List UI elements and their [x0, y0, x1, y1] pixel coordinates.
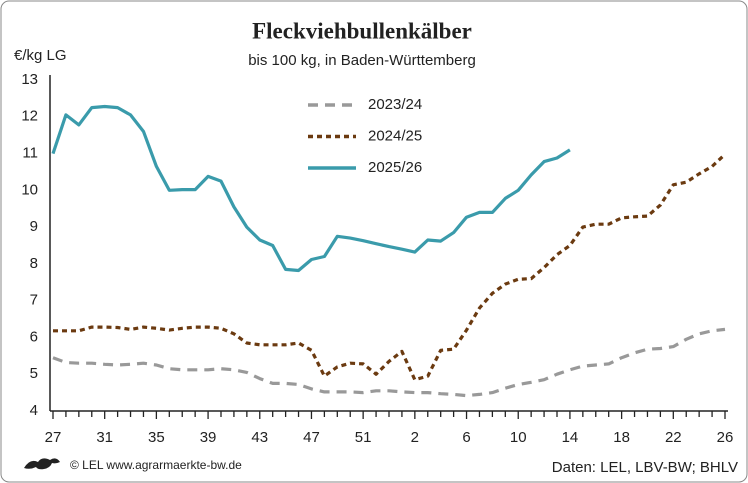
chart-subtitle: bis 100 kg, in Baden-Württemberg [248, 52, 476, 69]
y-tick-label: 8 [30, 255, 38, 272]
y-axis-label: €/kg LG [14, 47, 67, 64]
x-tick-label: 22 [665, 429, 682, 446]
y-tick-label: 9 [30, 218, 38, 235]
x-tick-label: 6 [462, 429, 470, 446]
x-tick-label: 18 [613, 429, 630, 446]
y-tick-label: 12 [21, 108, 38, 125]
logo [24, 458, 60, 470]
footer-source: © LEL www.agrarmaerkte-bw.de [70, 458, 242, 472]
y-tick-label: 11 [22, 145, 38, 162]
x-tick-label: 10 [510, 429, 527, 446]
legend-label: 2025/26 [368, 159, 422, 176]
y-tick-label: 10 [21, 181, 38, 198]
x-tick-label: 43 [251, 429, 268, 446]
x-tick-label: 14 [562, 429, 579, 446]
y-tick-label: 13 [21, 71, 38, 88]
legend-label: 2023/24 [368, 96, 422, 113]
y-tick-label: 6 [30, 328, 38, 345]
y-tick-label: 5 [30, 365, 38, 382]
x-tick-label: 47 [303, 429, 320, 446]
series-line [52, 327, 726, 398]
logo-icon [24, 458, 60, 470]
x-tick-label: 51 [355, 429, 372, 446]
x-tick-label: 2 [411, 429, 419, 446]
x-tick-label: 31 [96, 429, 113, 446]
x-tick-label: 27 [45, 429, 62, 446]
y-tick-label: 4 [30, 402, 38, 419]
x-tick-label: 26 [717, 429, 734, 446]
y-tick-label: 7 [30, 292, 38, 309]
footer-data: Daten: LEL, LBV-BW; BHLV [552, 459, 738, 476]
legend-label: 2024/25 [368, 127, 422, 144]
x-tick-label: 39 [200, 429, 217, 446]
series-line [51, 104, 571, 273]
chart-title: Fleckviehbullenkälber [252, 18, 472, 43]
series-line [53, 153, 727, 382]
x-tick-label: 35 [148, 429, 165, 446]
